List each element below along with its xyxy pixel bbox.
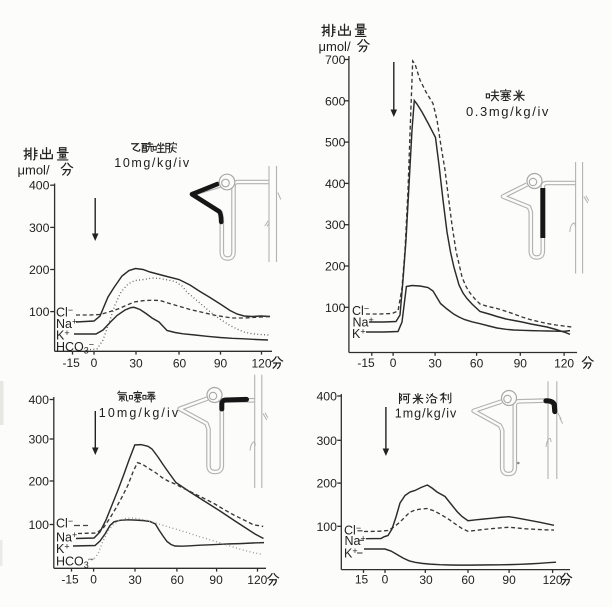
- svg-text:100: 100: [28, 518, 49, 532]
- svg-text:Na+: Na+: [56, 530, 77, 545]
- svg-text:120: 120: [554, 357, 574, 371]
- svg-text:0.3mg/kg/iv: 0.3mg/kg/iv: [466, 104, 550, 119]
- svg-text:60: 60: [173, 357, 187, 371]
- svg-text:90: 90: [214, 357, 228, 371]
- svg-text:200: 200: [28, 475, 49, 489]
- svg-text:400: 400: [29, 179, 50, 193]
- svg-text:400: 400: [325, 177, 346, 191]
- svg-text:15: 15: [355, 573, 369, 587]
- svg-text:10mg/kg/iv: 10mg/kg/iv: [99, 406, 180, 420]
- svg-text:200: 200: [325, 260, 346, 274]
- svg-text:120: 120: [247, 573, 267, 587]
- svg-text:30: 30: [129, 357, 143, 371]
- svg-text:μmol/: μmol/: [18, 163, 50, 178]
- svg-text:100: 100: [325, 301, 346, 315]
- svg-text:30: 30: [128, 573, 142, 587]
- svg-text:400: 400: [28, 393, 49, 407]
- svg-text:30: 30: [419, 573, 433, 587]
- svg-text:90: 90: [209, 573, 223, 587]
- svg-text:300: 300: [325, 218, 346, 232]
- svg-text:500: 500: [325, 136, 346, 150]
- svg-text:10mg/kg/iv: 10mg/kg/iv: [114, 156, 190, 170]
- svg-text:700: 700: [325, 53, 346, 67]
- svg-text:600: 600: [325, 94, 346, 108]
- svg-text:-15: -15: [63, 356, 81, 370]
- svg-text:200: 200: [29, 263, 50, 277]
- svg-text:30: 30: [428, 357, 442, 371]
- svg-text:120: 120: [251, 357, 271, 371]
- svg-text:100: 100: [316, 520, 337, 534]
- svg-text:HCO3−: HCO3−: [56, 340, 94, 356]
- svg-text:90: 90: [502, 573, 516, 587]
- svg-text:0: 0: [382, 573, 389, 587]
- svg-text:90: 90: [514, 357, 528, 371]
- svg-text:300: 300: [316, 434, 337, 448]
- svg-text:μmol/: μmol/: [319, 39, 351, 54]
- svg-text:300: 300: [28, 433, 49, 447]
- svg-text:0: 0: [90, 573, 97, 587]
- svg-text:-15: -15: [61, 573, 79, 587]
- svg-text:HCO3−: HCO3−: [56, 554, 94, 570]
- svg-text:120: 120: [543, 573, 563, 587]
- svg-text:60: 60: [171, 573, 185, 587]
- svg-text:100: 100: [29, 305, 50, 319]
- svg-text:400: 400: [316, 390, 337, 404]
- svg-text:-15: -15: [357, 356, 375, 370]
- svg-text:60: 60: [461, 573, 475, 587]
- svg-text:1mg/kg/iv: 1mg/kg/iv: [395, 407, 458, 421]
- svg-text:Na+: Na+: [353, 315, 374, 330]
- svg-text:Na+: Na+: [345, 534, 366, 549]
- svg-text:200: 200: [316, 477, 337, 491]
- svg-text:0: 0: [91, 356, 98, 370]
- svg-text:300: 300: [29, 221, 50, 235]
- svg-text:60: 60: [470, 357, 484, 371]
- svg-text:0: 0: [390, 356, 397, 370]
- svg-text:Na+: Na+: [56, 317, 77, 332]
